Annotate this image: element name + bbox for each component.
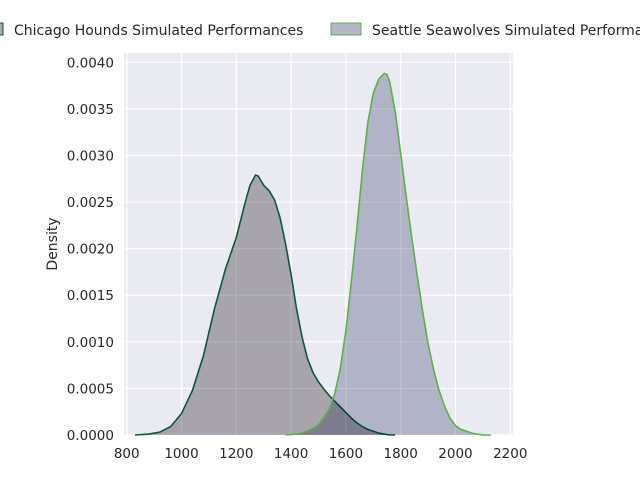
x-tick-label: 1000 [164,446,198,462]
y-tick-label: 0.0035 [67,102,114,118]
x-tick-label: 2200 [493,446,527,462]
x-tick-label: 1400 [274,446,308,462]
density-curves [134,72,492,436]
x-tick-label: 1600 [329,446,363,462]
y-tick-label: 0.0015 [67,288,114,304]
y-tick-label: 0.0025 [67,195,114,211]
x-tick-label: 2000 [438,446,472,462]
legend: Chicago Hounds Simulated Performances Se… [0,22,640,39]
y-axis-label: Density [45,217,61,270]
tick-labels: 800 1000 1200 1400 1600 1800 2000 2200 0.0000 0.0… [67,55,528,462]
x-tick-label: 800 [114,446,140,462]
y-tick-label: 0.0040 [67,55,114,71]
density-line-seattle [285,72,492,436]
density-area-chicago [135,175,396,435]
y-tick-label: 0.0020 [67,242,114,258]
plot-background [124,53,513,435]
y-tick-label: 0.0000 [67,428,114,444]
y-tick-label: 0.0030 [67,148,114,164]
legend-label-seattle: Seattle Seawolves Simulated Performances [372,23,640,39]
y-tick-label: 0.0010 [67,335,114,351]
legend-swatch-seattle [330,22,362,36]
density-area-seattle [285,73,492,435]
x-tick-label: 1800 [384,446,418,462]
x-tick-label: 1200 [219,446,253,462]
y-tick-label: 0.0005 [67,381,114,397]
legend-label-chicago: Chicago Hounds Simulated Performances [14,23,303,39]
legend-swatch-chicago [0,22,4,36]
